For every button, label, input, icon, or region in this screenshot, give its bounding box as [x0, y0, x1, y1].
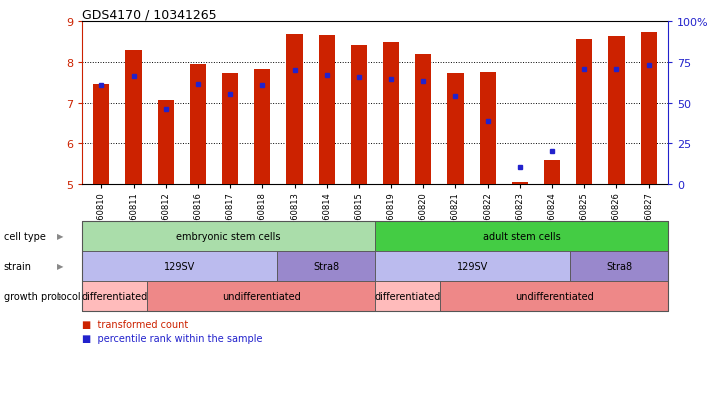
Text: cell type: cell type [4, 231, 46, 242]
Bar [158, 101, 173, 185]
Text: undifferentiated: undifferentiated [515, 291, 594, 301]
Bar [544, 161, 560, 185]
Text: differentiated: differentiated [375, 291, 441, 301]
Text: undifferentiated: undifferentiated [222, 291, 301, 301]
Bar [125, 50, 141, 185]
Bar [255, 70, 270, 185]
Text: GDS4170 / 10341265: GDS4170 / 10341265 [82, 8, 217, 21]
Bar [319, 36, 335, 185]
Bar [609, 37, 624, 185]
Text: ▶: ▶ [57, 262, 64, 271]
Text: ▶: ▶ [57, 232, 64, 241]
Bar [512, 183, 528, 185]
Text: differentiated: differentiated [82, 291, 148, 301]
Bar [576, 40, 592, 185]
Bar [447, 74, 464, 185]
Text: 129SV: 129SV [164, 261, 196, 271]
Bar [641, 33, 657, 185]
Text: 129SV: 129SV [457, 261, 488, 271]
Bar [415, 55, 432, 185]
Bar [383, 43, 399, 185]
Text: ■  percentile rank within the sample: ■ percentile rank within the sample [82, 333, 262, 343]
Text: growth protocol: growth protocol [4, 291, 80, 301]
Bar [480, 73, 496, 185]
Bar [222, 74, 238, 185]
Bar [351, 45, 367, 185]
Bar [190, 64, 206, 185]
Text: ■  transformed count: ■ transformed count [82, 319, 188, 329]
Text: Stra8: Stra8 [606, 261, 632, 271]
Bar [93, 85, 109, 185]
Text: strain: strain [4, 261, 31, 271]
Text: adult stem cells: adult stem cells [483, 231, 560, 242]
Text: Stra8: Stra8 [313, 261, 339, 271]
Bar [287, 35, 303, 185]
Text: ▶: ▶ [57, 292, 64, 301]
Text: embryonic stem cells: embryonic stem cells [176, 231, 281, 242]
